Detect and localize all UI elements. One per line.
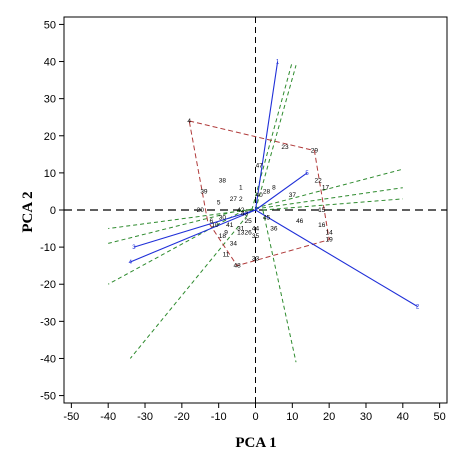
x-tick-label: 30: [360, 411, 372, 423]
point-label: 9: [224, 229, 228, 236]
confidence-line: [251, 61, 293, 211]
loading-vector: [254, 61, 279, 211]
point-label: 13: [237, 229, 245, 236]
loading-vector: [133, 209, 256, 248]
y-axis-title: PCA 2: [20, 191, 36, 232]
point-label: 11: [223, 252, 230, 259]
y-tick-label: -50: [40, 391, 56, 403]
y-tick-label: -10: [40, 242, 56, 254]
y-tick-label: -30: [40, 316, 56, 328]
y-tick-label: 10: [44, 168, 56, 180]
y-tick-label: 30: [44, 94, 56, 106]
confidence-line: [262, 209, 297, 363]
point-label: 23: [281, 144, 289, 151]
point-label: 20: [197, 207, 205, 214]
confidence-line: [262, 198, 403, 211]
point-label: 37: [289, 192, 297, 199]
point-label: 36: [270, 226, 278, 233]
point-label: 41: [226, 222, 234, 229]
x-axis-title: PCA 1: [235, 435, 276, 451]
point-label: 2: [239, 196, 243, 203]
y-tick-label: 40: [44, 57, 56, 69]
point-label: 34: [230, 240, 238, 247]
vector-label: 4: [129, 260, 133, 266]
point-label: 17: [322, 185, 330, 192]
loading-vector: [255, 172, 308, 211]
loading-vector: [255, 209, 418, 307]
point-label: 25: [245, 218, 253, 225]
point-label: 27: [230, 196, 238, 203]
vector-label: 5: [305, 171, 309, 177]
point-label: 19: [326, 237, 334, 244]
point-label: 35: [252, 233, 260, 240]
point-label: 44: [252, 226, 260, 233]
point-label: 10: [211, 222, 219, 229]
confidence-line: [248, 168, 403, 211]
point-label: 28: [263, 188, 271, 195]
point-label: 38: [219, 177, 227, 184]
point-label: 15: [318, 207, 326, 214]
point-label: 1: [239, 185, 243, 192]
x-tick-label: -50: [63, 411, 79, 423]
confidence-line: [107, 209, 245, 285]
point-label: 18: [219, 233, 227, 240]
point-label: 26: [245, 229, 253, 236]
x-tick-label: -20: [174, 411, 190, 423]
x-tick-label: -10: [211, 411, 227, 423]
y-tick-label: 20: [44, 131, 56, 143]
y-tick-label: 0: [50, 205, 56, 217]
confidence-line: [108, 209, 241, 244]
point-label: 42: [237, 207, 245, 214]
vector-label: 1: [276, 60, 280, 66]
point-label: 40: [256, 192, 264, 199]
point-label: 47: [256, 162, 264, 169]
confidence-line: [248, 187, 403, 211]
point-label: 33: [252, 255, 260, 262]
y-tick-label: -40: [40, 353, 56, 365]
point-label: 30: [219, 214, 227, 221]
point-label: 43: [241, 211, 249, 218]
hull-polygon: [188, 120, 330, 267]
convex-hull: [188, 120, 330, 267]
point-label: 8: [272, 185, 276, 192]
point-label: 4: [187, 118, 191, 125]
y-tick-label: 50: [44, 19, 56, 31]
loading-vector: [130, 209, 256, 263]
x-tick-label: -30: [137, 411, 153, 423]
x-tick-label: 50: [434, 411, 446, 423]
vector-label: 3: [132, 245, 136, 251]
x-tick-label: 10: [286, 411, 298, 423]
point-label: 45: [263, 214, 271, 221]
x-tick-label: 0: [252, 411, 258, 423]
x-tick-label: 20: [323, 411, 335, 423]
point-label: 46: [296, 218, 304, 225]
point-label: 48: [233, 263, 241, 270]
x-tick-label: -40: [100, 411, 116, 423]
point-label: 22: [314, 177, 322, 184]
confidence-line: [129, 209, 253, 359]
confidence-line: [108, 209, 249, 230]
axis-ticks: -50 -40 -30 -20 -10 0 10 20 30 40 50 50 40 30 20 10 0 -10…: [40, 19, 446, 423]
point-label: 14: [326, 229, 334, 236]
vector-label: 2: [416, 305, 420, 311]
confidence-lines: [107, 61, 403, 363]
x-tick-label: 40: [397, 411, 409, 423]
y-tick-label: -20: [40, 279, 56, 291]
point-label: 29: [311, 148, 319, 155]
point-label: 16: [318, 222, 326, 229]
point-label: 6: [209, 218, 213, 225]
point-label: 5: [217, 200, 221, 207]
point-label: 31: [237, 226, 245, 233]
point-label: 39: [200, 188, 208, 195]
